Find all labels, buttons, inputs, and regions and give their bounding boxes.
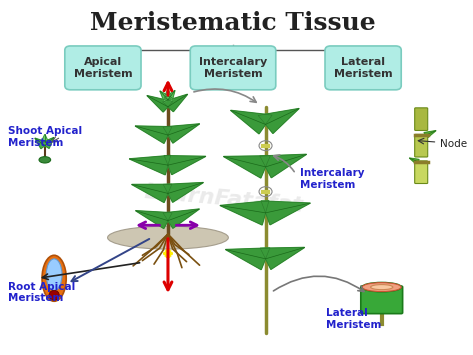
FancyBboxPatch shape: [361, 286, 403, 313]
Polygon shape: [135, 126, 172, 143]
Ellipse shape: [42, 255, 66, 301]
Text: Shoot Apical
Meristem: Shoot Apical Meristem: [8, 126, 82, 148]
Ellipse shape: [49, 290, 59, 300]
Polygon shape: [163, 209, 199, 228]
Polygon shape: [41, 134, 49, 142]
Text: Node: Node: [440, 139, 467, 149]
Polygon shape: [163, 124, 200, 143]
FancyBboxPatch shape: [325, 46, 401, 90]
Polygon shape: [163, 94, 187, 112]
Polygon shape: [35, 138, 49, 149]
Text: LearnFatafat: LearnFatafat: [143, 182, 304, 215]
Polygon shape: [132, 184, 172, 202]
FancyBboxPatch shape: [415, 108, 428, 131]
Polygon shape: [261, 201, 310, 225]
Ellipse shape: [39, 157, 51, 163]
Polygon shape: [41, 137, 54, 148]
Polygon shape: [424, 131, 436, 137]
Polygon shape: [147, 95, 173, 112]
Text: Lateral
Meristem: Lateral Meristem: [334, 57, 393, 79]
Polygon shape: [231, 110, 272, 134]
Ellipse shape: [362, 283, 401, 291]
FancyBboxPatch shape: [190, 46, 276, 90]
Text: Root Apical
Meristem: Root Apical Meristem: [8, 282, 75, 303]
Polygon shape: [226, 248, 270, 270]
Polygon shape: [129, 155, 171, 175]
Polygon shape: [260, 154, 307, 178]
Polygon shape: [164, 155, 206, 175]
Polygon shape: [260, 247, 305, 269]
Polygon shape: [224, 156, 270, 178]
Text: Lateral
Meristem: Lateral Meristem: [326, 308, 381, 330]
FancyBboxPatch shape: [415, 161, 428, 184]
Ellipse shape: [46, 259, 62, 291]
Polygon shape: [163, 182, 203, 202]
Polygon shape: [165, 89, 171, 96]
Ellipse shape: [370, 285, 393, 290]
Polygon shape: [410, 158, 419, 164]
Polygon shape: [160, 91, 172, 102]
Polygon shape: [164, 91, 175, 102]
Ellipse shape: [362, 283, 401, 292]
FancyBboxPatch shape: [65, 46, 141, 90]
Text: Apical
Meristem: Apical Meristem: [74, 57, 132, 79]
Text: Meristematic Tissue: Meristematic Tissue: [90, 11, 376, 35]
Text: Intercalary
Meristem: Intercalary Meristem: [300, 169, 365, 190]
Polygon shape: [220, 201, 269, 225]
Polygon shape: [258, 109, 299, 133]
Polygon shape: [136, 211, 172, 229]
FancyBboxPatch shape: [415, 134, 428, 157]
Text: Intercalary
Meristem: Intercalary Meristem: [199, 57, 267, 79]
Ellipse shape: [107, 226, 228, 249]
